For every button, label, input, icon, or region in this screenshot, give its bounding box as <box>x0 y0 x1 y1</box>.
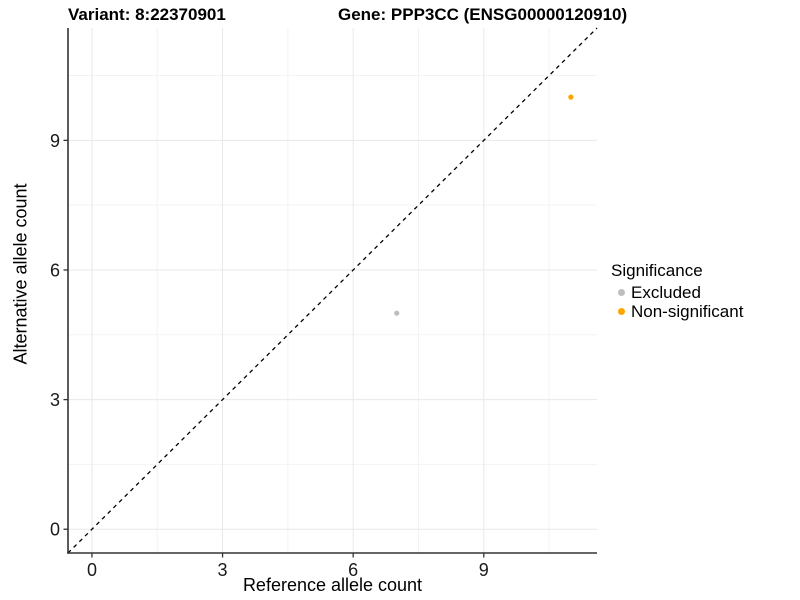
variant-title: Variant: 8:22370901 <box>68 5 226 24</box>
x-tick-label: 6 <box>348 560 358 580</box>
legend-key-dot <box>618 289 625 296</box>
x-axis-label: Reference allele count <box>242 575 423 595</box>
legend-key-dot <box>618 308 625 315</box>
x-tick-label: 9 <box>479 560 489 580</box>
point-non-significant <box>568 94 574 100</box>
y-tick-label: 0 <box>50 520 60 540</box>
y-tick-label: 3 <box>50 390 60 410</box>
identity-dashed-line <box>67 27 598 554</box>
legend-item: Excluded <box>611 283 743 302</box>
legend-items: Excluded Non-significant <box>611 283 743 321</box>
legend-item-label: Excluded <box>631 282 701 302</box>
legend-item-label: Non-significant <box>631 301 744 321</box>
x-tick-label: 0 <box>87 560 97 580</box>
x-tick-label: 3 <box>218 560 228 580</box>
y-tick-label: 9 <box>50 131 60 151</box>
legend: Significance Excluded Non-significant <box>611 261 743 321</box>
point-excluded <box>394 310 400 316</box>
y-axis-label: Alternative allele count <box>10 183 31 365</box>
legend-title: Significance <box>611 261 703 280</box>
y-tick-label: 6 <box>50 260 60 280</box>
legend-item: Non-significant <box>611 302 743 321</box>
gene-title: Gene: PPP3CC (ENSG00000120910) <box>338 5 628 24</box>
